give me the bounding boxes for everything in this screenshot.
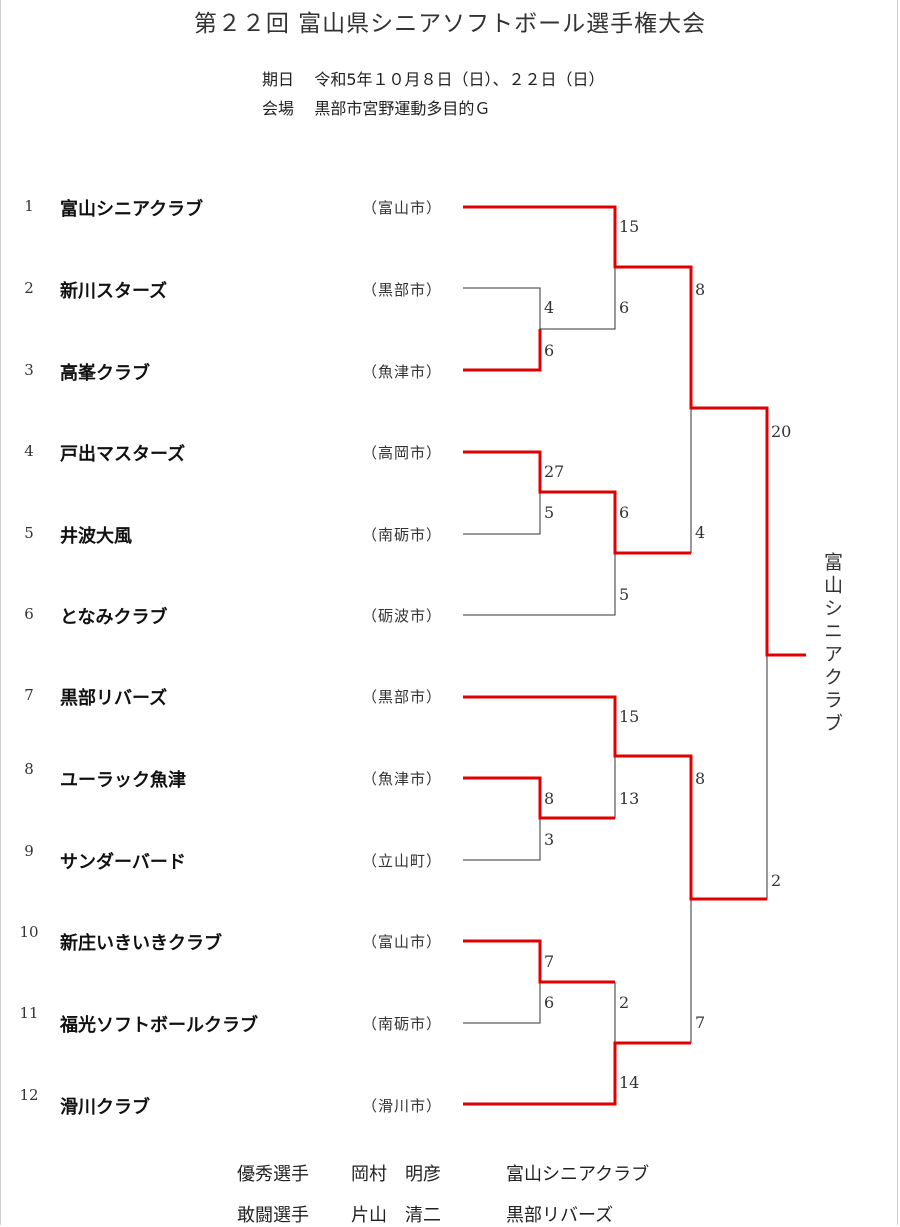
score: 15 (619, 217, 640, 236)
award-mvp-team: 富山シニアクラブ (506, 1164, 650, 1185)
team-city: （砺波市） (362, 607, 443, 625)
award-fighting-label: 敢闘選手 (237, 1205, 309, 1226)
award-fighting-name: 片山 清二 (351, 1205, 441, 1226)
team-name: 井波大風 (60, 526, 132, 547)
team-name: 戸出マスターズ (60, 444, 186, 465)
score: 4 (695, 523, 706, 542)
team-seed: 8 (24, 760, 34, 778)
winning-path (463, 1041, 691, 1106)
score: 6 (619, 298, 630, 317)
team-name: 富山シニアクラブ (60, 199, 204, 220)
team-city: （富山市） (362, 199, 443, 217)
team-city: （南砺市） (362, 1015, 443, 1033)
award-mvp-label: 優秀選手 (237, 1164, 309, 1185)
score: 8 (695, 280, 706, 299)
winning-path-champion (463, 205, 806, 657)
score: 5 (544, 503, 555, 522)
team-city: （魚津市） (362, 363, 443, 381)
team-name: 新庄いきいきクラブ (60, 933, 222, 954)
award-fighting-team: 黒部リバーズ (506, 1205, 614, 1226)
score: 5 (619, 585, 630, 604)
team-name: 黒部リバーズ (60, 688, 168, 709)
team-name: 高峯クラブ (60, 363, 150, 384)
team-seed: 6 (24, 605, 34, 623)
bracket-line (463, 818, 541, 861)
team-seed: 1 (24, 197, 34, 215)
score: 7 (544, 952, 555, 971)
score: 3 (544, 830, 555, 849)
winning-path (463, 450, 691, 555)
team-name: ユーラック魚津 (60, 770, 186, 791)
score: 6 (544, 341, 555, 360)
team-name: となみクラブ (60, 607, 168, 628)
winning-path (463, 695, 767, 901)
page-border-right (897, 0, 898, 1225)
score: 27 (544, 462, 565, 481)
venue-row: 会場 黒部市宮野運動多目的Ｇ (262, 95, 490, 119)
award-mvp-name: 岡村 明彦 (351, 1164, 441, 1185)
team-city: （立山町） (362, 852, 443, 870)
team-seed: 2 (24, 279, 34, 297)
bracket-line (463, 492, 541, 535)
team-city: （黒部市） (362, 281, 443, 299)
team-city: （南砺市） (362, 526, 443, 544)
bracket-line (463, 287, 541, 329)
team-city: （富山市） (362, 933, 443, 951)
team-city: （滑川市） (362, 1097, 443, 1115)
bracket-line (463, 982, 541, 1024)
page-title: 第２２回 富山県シニアソフトボール選手権大会 (193, 11, 707, 37)
winning-path (463, 939, 615, 984)
venue-label: 会場 (262, 99, 295, 118)
champion-name: 富山シニアクラブ (821, 552, 843, 736)
bracket-line (540, 756, 616, 819)
team-seed: 5 (24, 524, 34, 542)
winning-path (463, 776, 615, 820)
date-row: 期日 令和5年１０月８日（日）、２２日（日） (262, 66, 605, 90)
bracket-line (463, 553, 616, 616)
bracket-line (615, 408, 692, 554)
score: 6 (619, 503, 630, 522)
team-seed: 7 (24, 686, 34, 704)
score: 4 (544, 298, 555, 317)
score: 2 (771, 871, 782, 890)
page-border-left (0, 0, 1, 1225)
team-seed: 10 (19, 923, 39, 941)
team-seed: 4 (24, 442, 34, 460)
team-seed: 9 (24, 842, 34, 860)
team-name: 新川スターズ (60, 281, 168, 302)
date-value: 令和5年１０月８日（日）、２２日（日） (314, 70, 605, 89)
score: 8 (544, 789, 555, 808)
score: 13 (619, 789, 640, 808)
team-seed: 3 (24, 361, 34, 379)
score: 2 (619, 993, 630, 1012)
venue-value: 黒部市宮野運動多目的Ｇ (314, 99, 491, 118)
score: 14 (619, 1073, 640, 1092)
score: 7 (695, 1013, 706, 1032)
team-name: サンダーバード (60, 852, 186, 873)
winning-path (463, 329, 542, 372)
bracket-lines-winning (463, 205, 806, 1106)
team-seed: 12 (19, 1086, 39, 1104)
team-city: （高岡市） (362, 444, 443, 462)
team-name: 滑川クラブ (60, 1097, 150, 1118)
bracket-line (540, 267, 616, 330)
date-label: 期日 (262, 70, 295, 89)
score: 8 (695, 769, 706, 788)
team-city: （黒部市） (362, 688, 443, 706)
team-name: 福光ソフトボールクラブ (60, 1015, 258, 1036)
score: 6 (544, 993, 555, 1012)
score: 20 (771, 422, 792, 441)
score: 15 (619, 707, 640, 726)
team-seed: 11 (19, 1004, 39, 1022)
bracket-lines-losing (463, 267, 768, 1043)
team-city: （魚津市） (362, 770, 443, 788)
